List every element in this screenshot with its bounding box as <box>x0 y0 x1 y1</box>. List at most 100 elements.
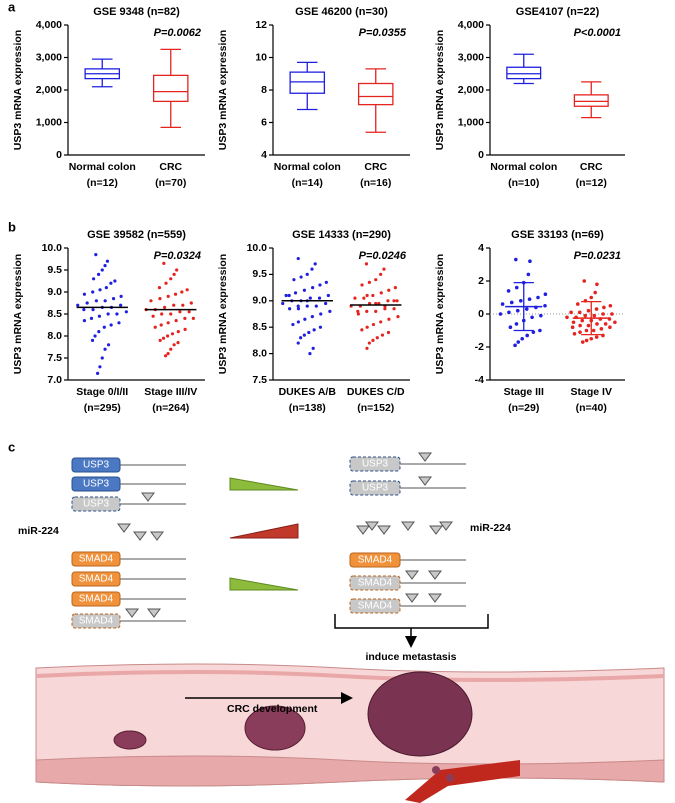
point <box>176 341 180 345</box>
point <box>105 259 110 263</box>
diagram: USP3 USP3 USP3 miR-224 SMAD4 SMAD4 SMAD4… <box>18 452 665 803</box>
x-tick-label: Normal colon <box>69 161 136 173</box>
point <box>367 341 371 345</box>
point <box>119 294 123 298</box>
y-tick-label: 9.5 <box>47 264 62 276</box>
point <box>311 346 315 350</box>
point <box>514 257 518 262</box>
panel-label: b <box>8 219 16 234</box>
y-axis-label: USP3 mRNA expression <box>217 30 229 150</box>
point <box>543 292 548 297</box>
point <box>293 291 298 295</box>
point <box>383 307 387 311</box>
point <box>170 332 175 336</box>
colon-illustration <box>35 663 665 803</box>
point <box>387 288 391 292</box>
chart: GSE 33193 (n=69) USP3 mRNA expression P=0.… <box>434 229 625 414</box>
y-tick-label: 7.5 <box>252 374 267 386</box>
point <box>514 285 519 290</box>
point <box>163 305 167 309</box>
point <box>106 312 110 316</box>
point <box>169 277 173 281</box>
metastasis-label: induce metastasis <box>365 651 456 663</box>
x-tick-label: DUKES C/D <box>347 386 405 398</box>
x-tick-label: Normal colon <box>274 161 341 173</box>
point <box>97 314 102 318</box>
point <box>324 280 328 284</box>
point <box>601 312 605 316</box>
point <box>149 299 153 303</box>
decrease-wedge <box>229 577 299 591</box>
point <box>299 336 303 340</box>
point <box>109 281 113 285</box>
point <box>314 304 318 308</box>
x-tick-count: (n=16) <box>360 177 391 189</box>
y-tick-label: 7.0 <box>47 374 62 386</box>
point <box>583 313 588 318</box>
point <box>307 330 311 335</box>
point <box>163 354 168 358</box>
point <box>396 315 400 319</box>
y-axis-label: USP3 mRNA expression <box>434 254 446 374</box>
point <box>379 320 383 324</box>
right-column: USP3 USP3 miR-224 SMAD4 SMAD4 SMAD4 <box>349 452 511 614</box>
point <box>353 296 357 300</box>
point <box>575 302 580 306</box>
y-tick-label: 2,000 <box>458 84 484 96</box>
point <box>302 288 307 292</box>
point <box>367 280 371 284</box>
point <box>115 312 119 316</box>
point <box>191 316 195 320</box>
usp3-label: USP3 <box>83 460 110 471</box>
point <box>158 297 162 301</box>
point <box>89 316 94 320</box>
point <box>76 303 80 307</box>
usp3-label: USP3 <box>83 499 110 510</box>
point <box>313 262 317 266</box>
y-tick-label: 4 <box>478 242 484 254</box>
decrease-wedge <box>229 477 299 491</box>
y-axis-label: USP3 mRNA expression <box>217 254 229 374</box>
x-tick-label: Stage 0/I/II <box>76 386 128 398</box>
point <box>514 322 519 326</box>
point <box>94 253 98 257</box>
annotation: P=0.0246 <box>359 250 407 262</box>
point <box>360 283 364 287</box>
y-tick-label: 8.0 <box>47 330 62 342</box>
point <box>91 308 95 312</box>
y-tick-label: 9.0 <box>47 286 62 298</box>
point <box>82 292 87 296</box>
point <box>356 312 360 316</box>
point <box>180 290 184 294</box>
mirna-label: miR-224 <box>18 525 59 537</box>
point <box>102 325 106 329</box>
point <box>608 303 613 308</box>
point <box>524 307 529 311</box>
point <box>371 322 376 327</box>
point <box>178 310 182 314</box>
y-tick-label: 2,000 <box>36 84 62 96</box>
y-tick-label: 9.0 <box>252 295 267 307</box>
point <box>160 312 164 316</box>
y-tick-label: 1,000 <box>458 116 484 128</box>
point <box>386 299 390 303</box>
point <box>296 304 300 308</box>
smad4-label: SMAD4 <box>358 555 393 566</box>
point <box>527 297 532 301</box>
point <box>303 317 307 321</box>
y-tick-label: 9.5 <box>252 268 267 280</box>
point <box>166 321 170 325</box>
point <box>90 338 95 342</box>
point <box>91 277 96 281</box>
point <box>365 293 369 298</box>
y-tick-label: 0 <box>478 308 484 320</box>
y-tick-label: -2 <box>475 341 484 353</box>
point <box>380 333 385 337</box>
point <box>172 303 176 307</box>
point <box>296 341 300 345</box>
x-tick-count: (n=29) <box>508 402 539 414</box>
y-tick-label: 12 <box>255 19 267 31</box>
point <box>97 330 101 334</box>
point <box>305 272 309 276</box>
